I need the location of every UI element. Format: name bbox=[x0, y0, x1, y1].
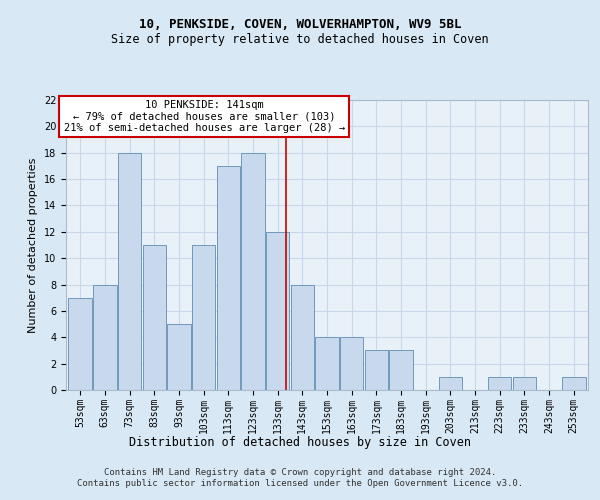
Y-axis label: Number of detached properties: Number of detached properties bbox=[28, 158, 38, 332]
Bar bbox=[562, 377, 586, 390]
Bar bbox=[241, 152, 265, 390]
Bar bbox=[118, 152, 141, 390]
Bar bbox=[290, 284, 314, 390]
Text: Size of property relative to detached houses in Coven: Size of property relative to detached ho… bbox=[111, 32, 489, 46]
Text: Distribution of detached houses by size in Coven: Distribution of detached houses by size … bbox=[129, 436, 471, 449]
Bar bbox=[365, 350, 388, 390]
Text: Contains HM Land Registry data © Crown copyright and database right 2024.
Contai: Contains HM Land Registry data © Crown c… bbox=[77, 468, 523, 487]
Bar bbox=[389, 350, 413, 390]
Bar bbox=[68, 298, 92, 390]
Bar bbox=[93, 284, 116, 390]
Bar bbox=[266, 232, 289, 390]
Text: 10 PENKSIDE: 141sqm
← 79% of detached houses are smaller (103)
21% of semi-detac: 10 PENKSIDE: 141sqm ← 79% of detached ho… bbox=[64, 100, 345, 133]
Bar bbox=[315, 338, 339, 390]
Bar bbox=[192, 245, 215, 390]
Bar bbox=[167, 324, 191, 390]
Bar bbox=[513, 377, 536, 390]
Bar bbox=[143, 245, 166, 390]
Text: 10, PENKSIDE, COVEN, WOLVERHAMPTON, WV9 5BL: 10, PENKSIDE, COVEN, WOLVERHAMPTON, WV9 … bbox=[139, 18, 461, 30]
Bar bbox=[340, 338, 364, 390]
Bar bbox=[439, 377, 462, 390]
Bar bbox=[217, 166, 240, 390]
Bar bbox=[488, 377, 511, 390]
